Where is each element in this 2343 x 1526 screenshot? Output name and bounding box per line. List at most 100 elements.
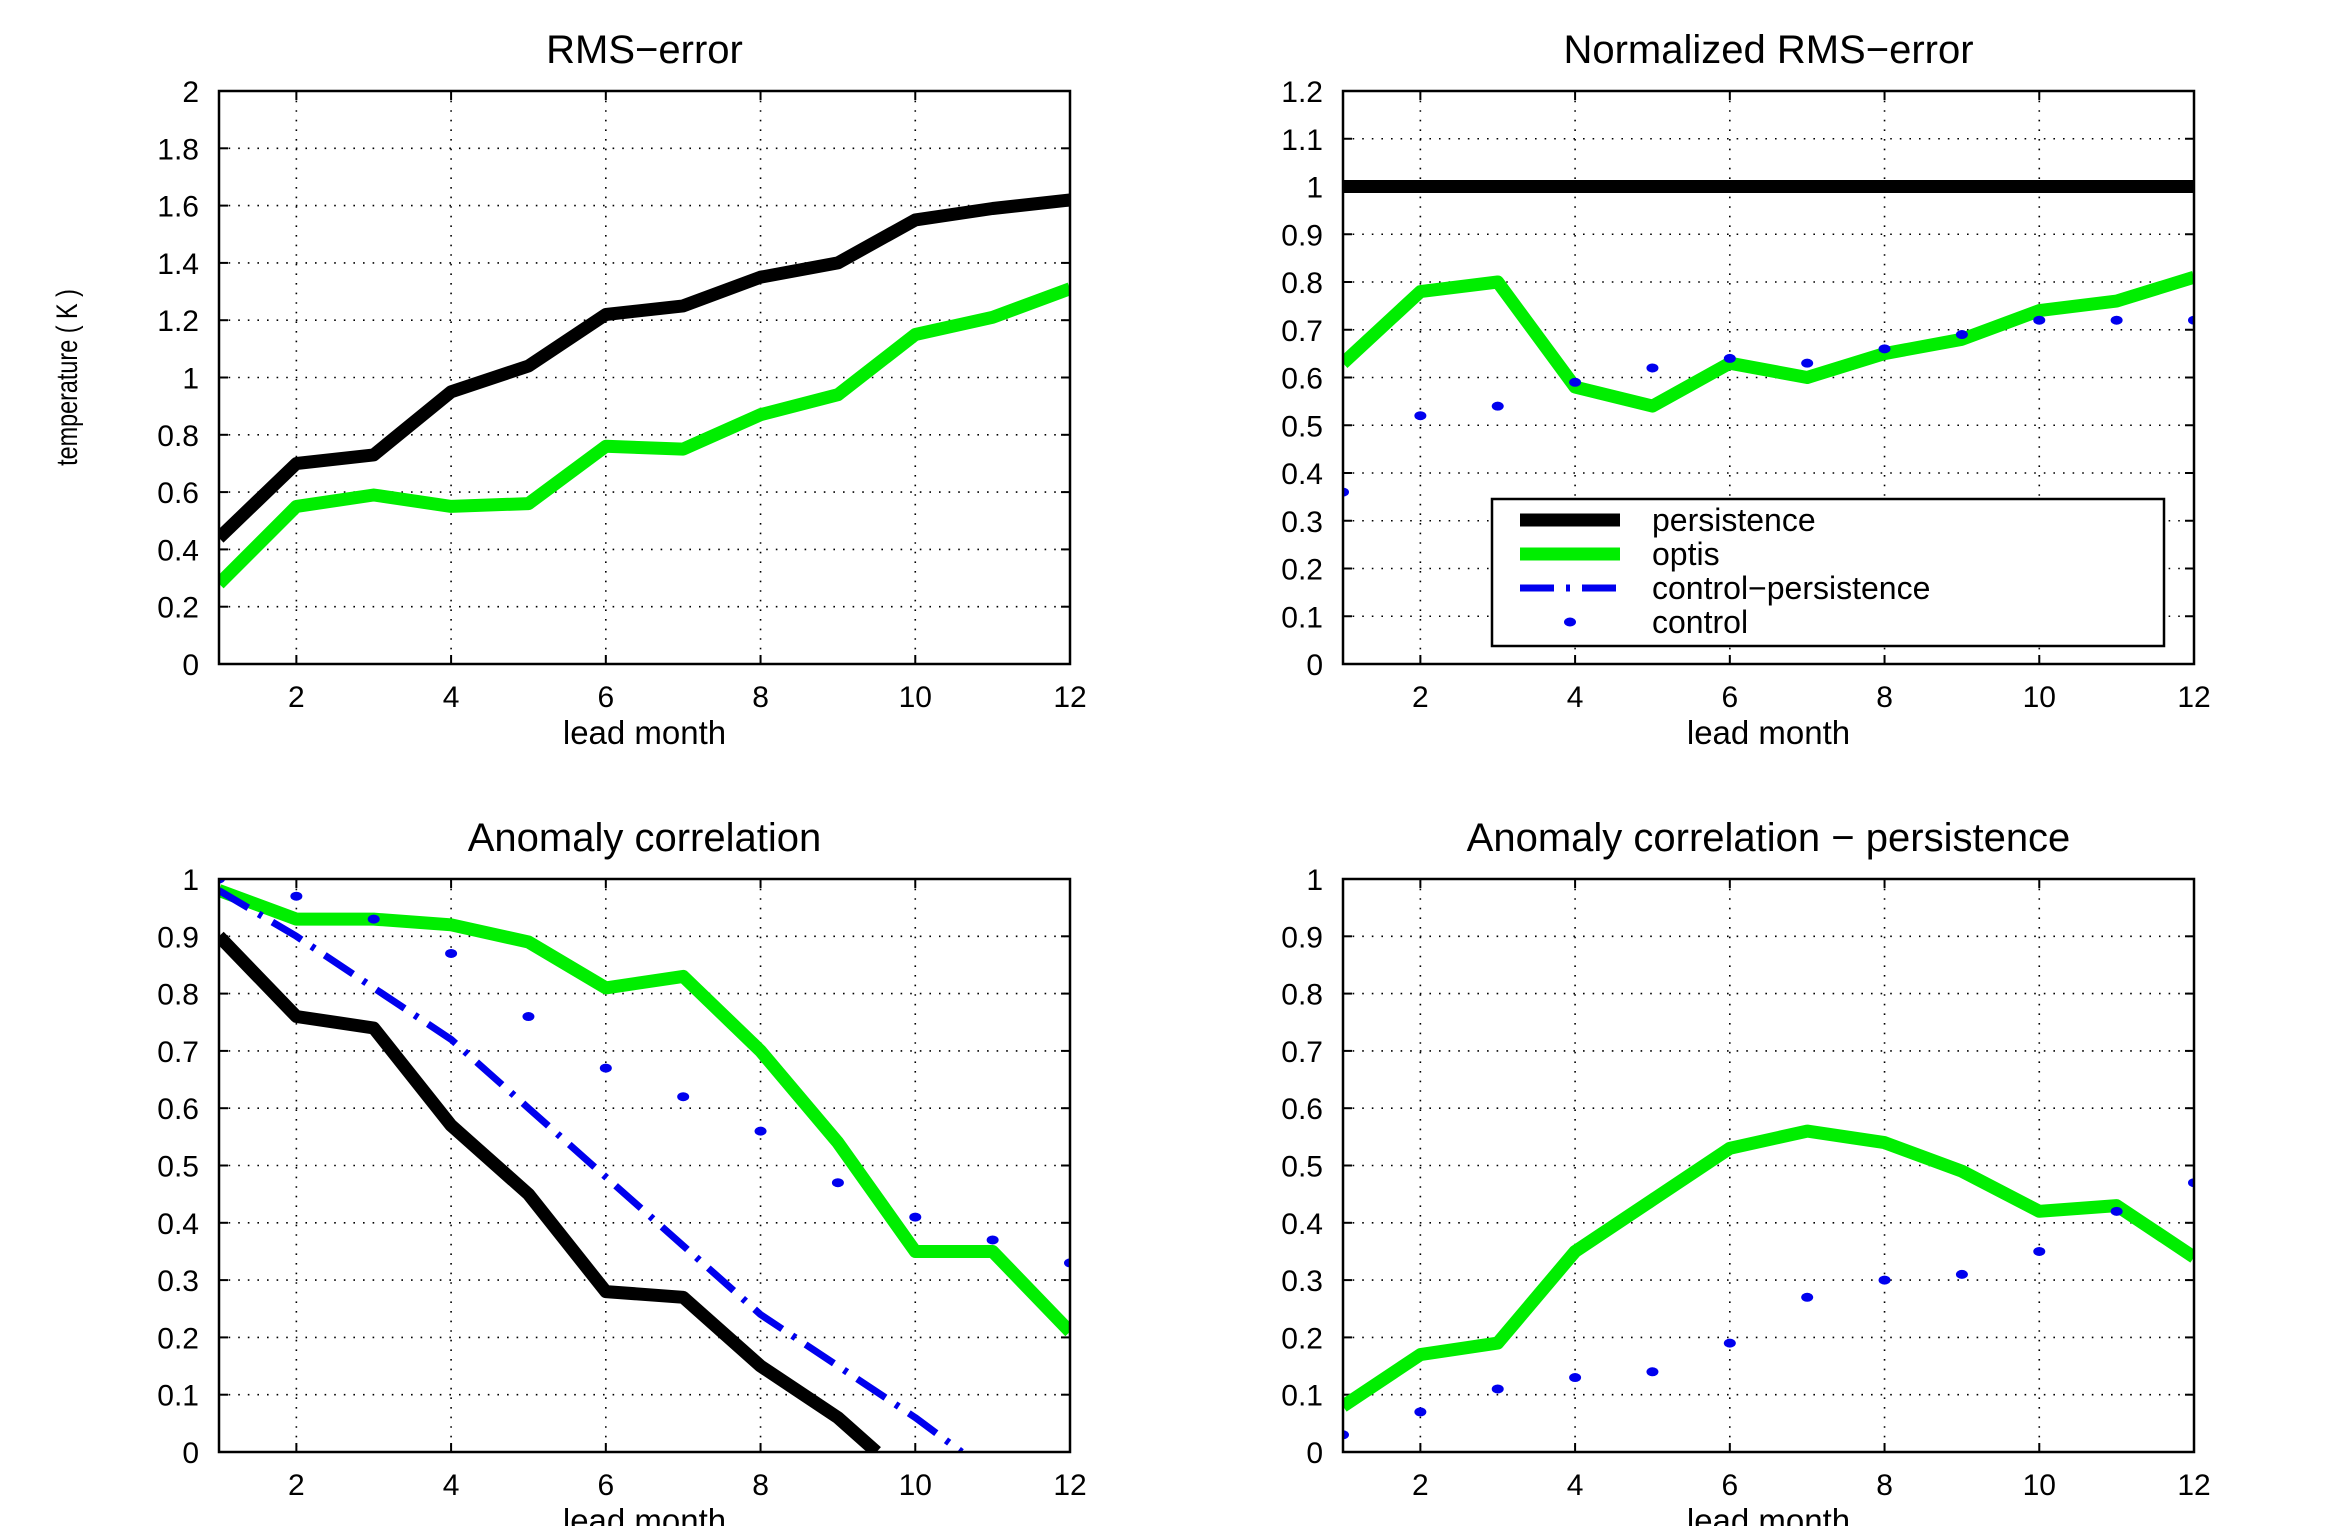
y-tick-label: 0.8: [1281, 979, 1323, 1012]
y-tick-label: 0.8: [1281, 267, 1323, 300]
data-point-control: [1646, 363, 1659, 373]
x-tick-label: 2: [288, 681, 305, 714]
x-tick-label: 8: [752, 681, 769, 714]
y-axis-label: temperature ( K ): [50, 289, 83, 466]
y-tick-label: 0.6: [157, 1093, 199, 1126]
y-tick-label: 0.2: [157, 1322, 199, 1355]
y-tick-label: 0.4: [157, 534, 199, 567]
series-group: [219, 879, 1070, 1452]
y-tick-label: 0.1: [157, 1380, 199, 1413]
data-point-control: [1491, 1384, 1504, 1394]
y-tick-label: 0.3: [1281, 506, 1323, 539]
y-tick-label: 0.3: [157, 1265, 199, 1298]
y-tick-label: 0.6: [1281, 1093, 1323, 1126]
legend-label: control: [1652, 604, 1748, 640]
x-tick-label: 10: [899, 681, 932, 714]
data-point-control: [445, 948, 458, 958]
y-tick-label: 0.5: [1281, 1151, 1323, 1184]
data-point-control: [1955, 1269, 1968, 1279]
x-axis-label: lead month: [1687, 714, 1850, 751]
y-tick-label: 0.6: [1281, 363, 1323, 396]
y-tick-label: 0.1: [1281, 601, 1323, 634]
y-tick-label: 0.1: [1281, 1380, 1323, 1413]
chart-panel-3: 2 4 6 8 10 12 0 0.1 0.2 0.3 0.4 0.5 0.6 0.7 0.8 0.9 1 Ano…: [157, 816, 1086, 1526]
data-point-control: [599, 1063, 612, 1073]
x-tick-label: 10: [899, 1469, 932, 1502]
y-tick-label: 0.2: [1281, 554, 1323, 587]
y-tick-label: 0.5: [1281, 410, 1323, 443]
x-tick-label: 4: [1567, 681, 1584, 714]
legend-label: control−persistence: [1652, 570, 1930, 606]
data-point-control: [2110, 1206, 2123, 1216]
y-tick-label: 0.4: [157, 1208, 199, 1241]
y-tick-label: 0.9: [1281, 219, 1323, 252]
data-point-control: [677, 1092, 690, 1102]
x-tick-label: 6: [597, 681, 614, 714]
series-group: [219, 193, 1070, 589]
axes-frame: [1341, 89, 2196, 666]
y-tick-label: 0: [182, 1437, 199, 1470]
x-tick-label: 6: [1721, 1469, 1738, 1502]
y-tick-label: 1.4: [157, 248, 199, 281]
y-tick-label: 0.2: [1281, 1322, 1323, 1355]
x-tick-label: 2: [1412, 1469, 1429, 1502]
data-point-control: [1343, 487, 1349, 497]
data-point-control: [1414, 411, 1427, 421]
data-point-control: [1064, 1258, 1070, 1268]
y-tick-label: 2: [182, 76, 199, 109]
data-point-control: [2033, 1246, 2046, 1256]
series-group: [1343, 1124, 2194, 1440]
series-group: [1343, 180, 2194, 497]
data-point-control: [1723, 1338, 1736, 1348]
y-tick-label: 0.7: [1281, 315, 1323, 348]
axes-frame: [217, 89, 1072, 666]
y-tick-label: 0.4: [1281, 458, 1323, 491]
axes-frame: [217, 877, 1072, 1454]
x-axis-label: lead month: [563, 714, 726, 751]
data-point-control: [754, 1126, 767, 1136]
chart-title: RMS−error: [546, 28, 743, 72]
y-tick-label: 1.6: [157, 191, 199, 224]
x-tick-label: 8: [1876, 1469, 1893, 1502]
x-tick-label: 4: [443, 1469, 460, 1502]
y-tick-label: 0.5: [157, 1151, 199, 1184]
chart-title: Anomaly correlation − persistence: [1467, 816, 2071, 860]
data-point-control: [1801, 1292, 1814, 1302]
y-tick-label: 0.9: [157, 921, 199, 954]
y-tick-label: 1: [1306, 864, 1323, 897]
data-point-control: [522, 1012, 535, 1022]
x-tick-label: 4: [1567, 1469, 1584, 1502]
y-tick-label: 1.1: [1281, 124, 1323, 157]
data-point-control: [1723, 353, 1736, 363]
y-tick-label: 1.2: [1281, 76, 1323, 109]
data-point-control: [1414, 1407, 1427, 1417]
axes-frame: [1341, 877, 2196, 1454]
y-tick-label: 1: [182, 363, 199, 396]
chart-title: Anomaly correlation: [468, 816, 822, 860]
x-tick-label: 12: [1053, 1469, 1086, 1502]
y-tick-label: 0.8: [157, 979, 199, 1012]
y-tick-label: 0.4: [1281, 1208, 1323, 1241]
legend: persistenceoptiscontrol−persistencecontr…: [1490, 497, 2166, 648]
series-line-optis: [1343, 270, 2194, 413]
x-tick-label: 12: [2177, 681, 2210, 714]
y-tick-label: 1.8: [157, 133, 199, 166]
legend-swatch-control: [1564, 617, 1576, 627]
y-tick-label: 0: [182, 649, 199, 682]
legend-label: persistence: [1652, 502, 1816, 538]
series-line-persistence: [219, 931, 881, 1452]
y-tick-label: 0.8: [157, 420, 199, 453]
series-line-optis: [219, 282, 1070, 589]
y-tick-label: 0.3: [1281, 1265, 1323, 1298]
chart-panel-1: 2 4 6 8 10 12 0 0.2 0.4 0.6 0.8 1 1.2 1.4 1.6 1.8 2 RMS−e…: [50, 28, 1086, 751]
y-tick-label: 0: [1306, 649, 1323, 682]
x-tick-label: 10: [2023, 681, 2056, 714]
x-tick-label: 8: [752, 1469, 769, 1502]
legend-label: optis: [1652, 536, 1720, 572]
x-tick-label: 12: [1053, 681, 1086, 714]
y-tick-label: 0.2: [157, 592, 199, 625]
y-tick-label: 0: [1306, 1437, 1323, 1470]
data-point-control: [2188, 1178, 2194, 1188]
data-point-control: [1343, 1430, 1349, 1440]
